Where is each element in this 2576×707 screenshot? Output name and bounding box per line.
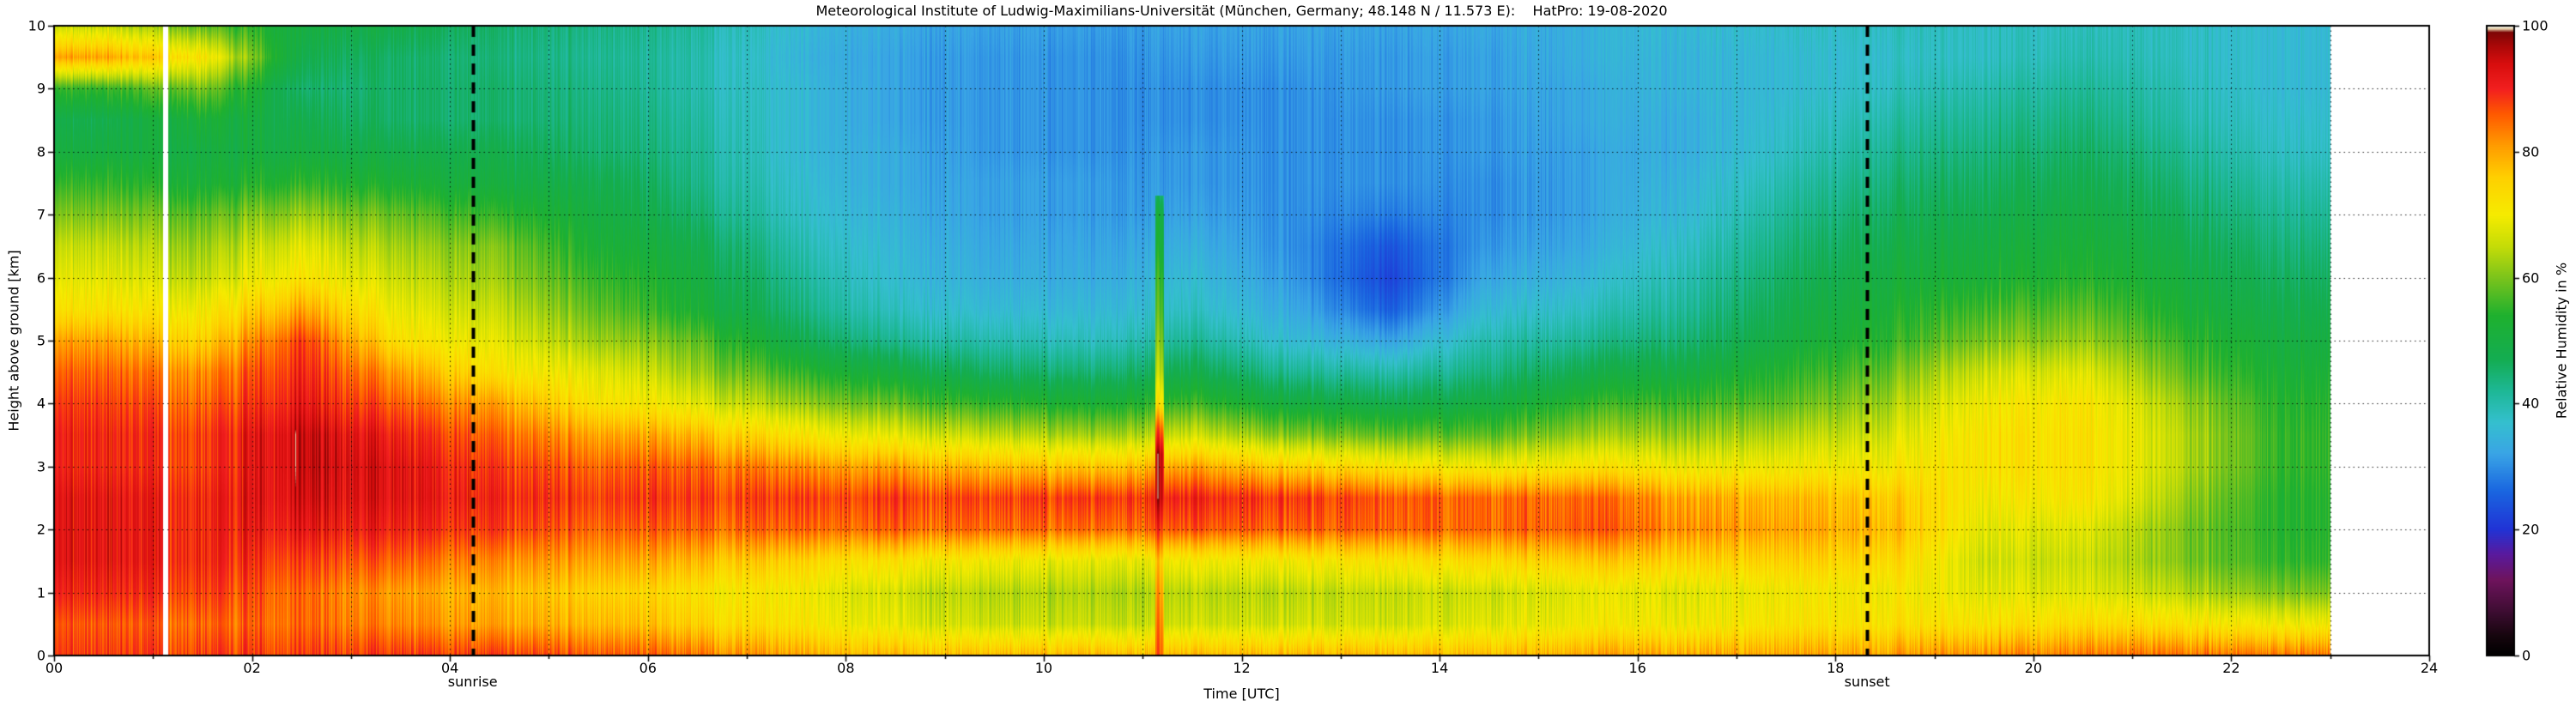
x-tick-label: 00 [45, 660, 64, 676]
y-axis-label: Height above ground [km] [5, 250, 22, 432]
y-tick-label: 7 [36, 206, 45, 223]
colorbar-label: Relative Humidity in % [2553, 262, 2570, 420]
sunrise-annotation-label: sunrise [447, 674, 498, 690]
colorbar-tick-label: 60 [2522, 269, 2540, 287]
chart-title: Meteorological Institute of Ludwig-Maxim… [815, 3, 1668, 19]
y-tick-label: 2 [36, 521, 45, 538]
x-tick-label: 16 [1628, 660, 1646, 676]
y-tick-label: 1 [36, 584, 45, 601]
colorbar-tick-label: 0 [2522, 647, 2531, 664]
x-tick-label: 18 [1827, 660, 1845, 676]
x-tick-label: 10 [1034, 660, 1053, 676]
y-tick-label: 9 [36, 80, 45, 97]
x-tick-label: 22 [2222, 660, 2240, 676]
x-tick-label: 20 [2024, 660, 2043, 676]
y-tick-label: 5 [36, 332, 45, 349]
colorbar-tick-label: 20 [2522, 521, 2540, 538]
x-tick-label: 12 [1233, 660, 1251, 676]
x-tick-label: 08 [837, 660, 855, 676]
x-tick-label: 14 [1430, 660, 1449, 676]
colorbar-tick-label: 40 [2522, 395, 2540, 412]
colorbar-tick-label: 100 [2522, 17, 2549, 34]
y-tick-label: 6 [36, 269, 45, 287]
x-tick-label: 06 [639, 660, 657, 676]
y-tick-label: 10 [27, 17, 45, 34]
y-tick-label: 0 [36, 647, 45, 664]
colorbar-tick-label: 80 [2522, 143, 2540, 160]
sunset-annotation-label: sunset [1844, 674, 1890, 690]
x-tick-label: 04 [440, 660, 459, 676]
y-tick-label: 3 [36, 458, 45, 475]
x-tick-label: 02 [243, 660, 261, 676]
x-tick-label: 24 [2420, 660, 2439, 676]
y-tick-label: 8 [36, 143, 45, 160]
y-tick-label: 4 [36, 395, 45, 412]
x-axis-label: Time [UTC] [1203, 686, 1280, 702]
